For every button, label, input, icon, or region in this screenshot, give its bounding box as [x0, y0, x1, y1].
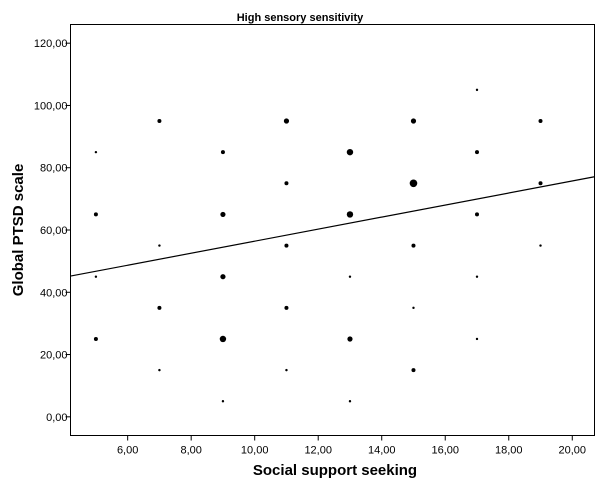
- data-point: [283, 118, 290, 124]
- data-point: [412, 306, 415, 310]
- fit-line-group: [70, 176, 595, 277]
- x-tick-label: 18,00: [495, 445, 523, 457]
- data-point: [220, 150, 225, 155]
- data-point: [348, 400, 352, 403]
- x-tick-label: 20,00: [559, 445, 587, 457]
- data-point: [346, 211, 354, 218]
- fit-line: [70, 176, 595, 277]
- data-point: [411, 368, 416, 373]
- data-point: [93, 336, 98, 341]
- x-tick-label: 8,00: [180, 445, 201, 457]
- y-tick-label: 80,00: [40, 163, 68, 175]
- data-point: [346, 148, 354, 156]
- y-tick-label: 120,00: [34, 38, 68, 50]
- plot-frame: [70, 24, 595, 436]
- data-point: [220, 274, 226, 280]
- data-point: [411, 243, 416, 248]
- data-point: [158, 244, 161, 247]
- x-axis-label: Social support seeking: [253, 462, 417, 479]
- data-point: [94, 150, 98, 154]
- y-axis-label: Global PTSD scale: [10, 164, 27, 297]
- x-tick-label: 10,00: [241, 445, 269, 457]
- data-point: [93, 212, 98, 217]
- data-point: [220, 211, 226, 218]
- y-tick-label: 40,00: [40, 287, 68, 299]
- x-tick-label: 14,00: [368, 445, 396, 457]
- data-point: [409, 179, 418, 188]
- data-point: [94, 275, 98, 278]
- data-point: [474, 212, 479, 217]
- data-point: [538, 181, 543, 186]
- x-axis: 6,00 8,00 10,00 12,00 14,00 16,00 18,00 20,00: [117, 435, 587, 457]
- data-point: [158, 368, 161, 372]
- data-point: [475, 337, 479, 341]
- x-tick-label: 16,00: [431, 445, 459, 457]
- data-point: [284, 243, 289, 248]
- data-point: [475, 88, 479, 92]
- data-point: [475, 275, 479, 278]
- data-point: [410, 118, 417, 124]
- data-point: [284, 181, 289, 186]
- data-point: [285, 368, 288, 372]
- data-point: [219, 335, 227, 343]
- data-point: [157, 119, 162, 124]
- data-point: [348, 275, 352, 278]
- y-tick-label: 0,00: [46, 412, 67, 424]
- y-tick-label: 100,00: [34, 100, 68, 112]
- data-point: [347, 336, 353, 342]
- data-point: [284, 305, 289, 310]
- chart-title: High sensory sensitivity: [237, 12, 364, 24]
- x-tick-label: 6,00: [117, 445, 138, 457]
- x-tick-label: 12,00: [304, 445, 332, 457]
- data-point: [539, 244, 542, 247]
- y-tick-label: 60,00: [40, 225, 68, 237]
- y-axis: 0,00 20,00 40,00 60,00 80,00 100,00 120,00: [34, 38, 71, 424]
- data-point: [474, 150, 479, 155]
- data-point: [538, 119, 543, 124]
- data-point: [221, 400, 225, 403]
- points-group: [93, 88, 543, 403]
- data-point: [157, 305, 162, 310]
- y-tick-label: 20,00: [40, 350, 68, 362]
